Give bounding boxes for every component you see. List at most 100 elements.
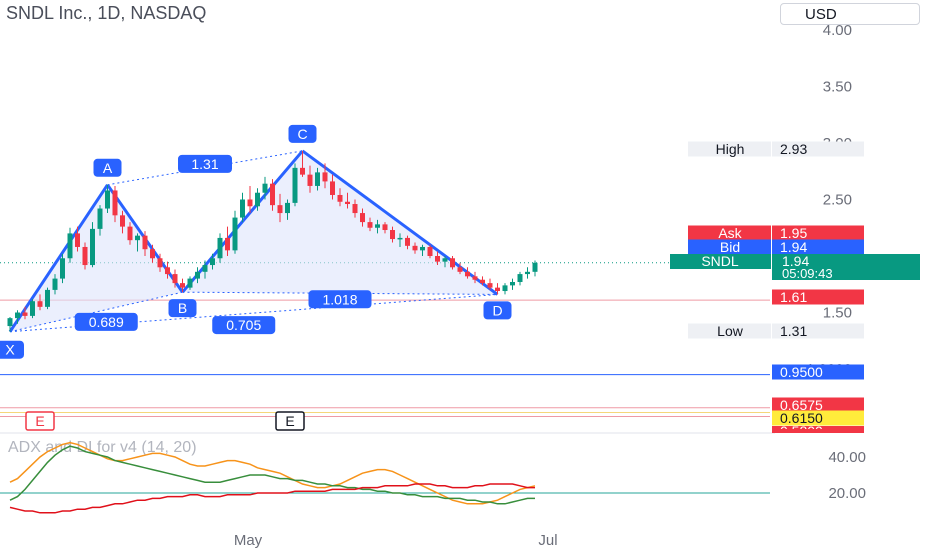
- candle-body: [390, 230, 395, 240]
- bid-badge-value: 1.94: [780, 239, 807, 255]
- candle-body: [225, 237, 230, 251]
- candle-body: [307, 174, 313, 186]
- high-badge-value-bg: [772, 141, 864, 157]
- candle-body: [480, 279, 485, 284]
- level-0-615-badge-value-bg: [772, 410, 864, 426]
- pattern-xab-fill: [10, 184, 183, 332]
- candle-body: [202, 265, 208, 272]
- high-badge-label-bg: [688, 141, 771, 157]
- candle-body: [217, 237, 223, 259]
- pattern-point-a-text: A: [103, 160, 113, 176]
- ratio-ac-label: 1.31: [178, 154, 232, 173]
- price-tick: 2.50: [823, 192, 852, 209]
- series-line-di-2: [9, 483, 535, 514]
- candle-body: [232, 217, 238, 251]
- candle-body: [120, 215, 125, 227]
- ratio-xb-label: 0.689: [74, 312, 138, 331]
- pattern-point-x-text: X: [5, 342, 15, 358]
- level-0-95-badge: 0.9500: [772, 364, 864, 380]
- candle-body: [517, 274, 523, 282]
- candle-body: [315, 172, 320, 186]
- price-tick: 4.00: [823, 22, 852, 39]
- ratio-xb-label-text: 0.689: [89, 314, 124, 330]
- candle-body: [7, 318, 13, 327]
- pattern-point-b-bg: [168, 299, 197, 318]
- candle-body: [97, 208, 103, 229]
- candle-body: [412, 245, 418, 251]
- time-tick: May: [234, 532, 263, 549]
- candle-body: [60, 258, 65, 279]
- level-0-58-value-bg: [772, 426, 864, 433]
- last-price-countdown: 05:09:43: [782, 266, 833, 281]
- candle-body: [382, 224, 388, 231]
- pattern-point-x: X: [0, 340, 24, 359]
- candle-body: [495, 287, 500, 292]
- candle-body: [15, 312, 20, 319]
- candle-body: [112, 190, 118, 216]
- indicator-tick: 40.00: [828, 449, 866, 466]
- ratio-xd-label-text: 0.705: [226, 317, 261, 333]
- candle-body: [37, 301, 43, 307]
- level-0-615-badge: 0.6150: [772, 410, 864, 426]
- candle-body: [442, 258, 448, 262]
- pattern-point-b: B: [168, 299, 197, 318]
- last-price-value-bg: [772, 254, 920, 280]
- candle-body: [330, 181, 335, 195]
- bid-badge-value-bg: [772, 239, 864, 255]
- price-tick: 1.50: [823, 305, 852, 322]
- candle-body: [127, 226, 133, 241]
- candle-body: [157, 258, 163, 268]
- candle-body: [405, 237, 410, 246]
- candle-body: [180, 283, 185, 288]
- pattern-point-x-bg: [0, 340, 24, 359]
- candle-body: [270, 183, 275, 206]
- pattern-bcd-fill: [182, 150, 498, 295]
- candle-body: [420, 246, 425, 251]
- time-tick: Jul: [538, 532, 557, 549]
- candle-body: [210, 258, 215, 266]
- candle-body: [525, 271, 530, 275]
- pattern-point-b-text: B: [178, 300, 187, 316]
- pattern-leg-XA: [8, 183, 109, 333]
- pattern-point-d: D: [483, 301, 512, 320]
- event-marker-box: [25, 411, 55, 431]
- level-0-6575-badge: 0.6575: [772, 397, 864, 413]
- low-badge-value-bg: [772, 323, 864, 339]
- candle-body: [435, 256, 440, 262]
- candle-body: [472, 276, 478, 280]
- ratio-xb-label-bg: [74, 312, 138, 331]
- high-badge: High 2.93: [688, 141, 864, 157]
- candle-body: [142, 235, 148, 250]
- candle-body: [322, 172, 328, 182]
- candle-body: [52, 278, 58, 290]
- level-1-61-badge: 1.61: [772, 289, 864, 305]
- price-tick: 3.50: [823, 79, 852, 96]
- candle-body: [360, 213, 365, 223]
- ask-badge-value-bg: [772, 225, 864, 241]
- candle-body: [300, 167, 305, 175]
- candle-body: [105, 190, 110, 209]
- ratio-ac-label-text: 1.31: [191, 156, 218, 172]
- last-price-symbol: SNDL: [701, 253, 739, 269]
- ratio-bd-label-bg: [308, 290, 372, 309]
- series-line-di-1: [9, 445, 535, 505]
- candle-body: [427, 246, 433, 256]
- bid-badge-label: Bid: [720, 239, 740, 255]
- currency-button[interactable]: USD: [780, 3, 920, 25]
- level-0-95-badge-value: 0.9500: [780, 364, 823, 380]
- event-marker-label: E: [285, 413, 294, 429]
- pattern-leg-CD: [301, 149, 499, 296]
- candle-body: [240, 199, 245, 218]
- low-badge-label-bg: [688, 323, 771, 339]
- candle-body: [75, 233, 80, 247]
- level-0-6575-badge-value: 0.6575: [780, 397, 823, 413]
- candle-body: [457, 267, 463, 272]
- level-0-95-badge-value-bg: [772, 364, 864, 380]
- high-badge-label: High: [716, 141, 745, 157]
- level-1-61-badge-value: 1.61: [780, 289, 807, 305]
- ratio-bd-label: 1.018: [308, 290, 372, 309]
- pattern-point-c-bg: [288, 124, 317, 143]
- candle-body: [502, 285, 508, 292]
